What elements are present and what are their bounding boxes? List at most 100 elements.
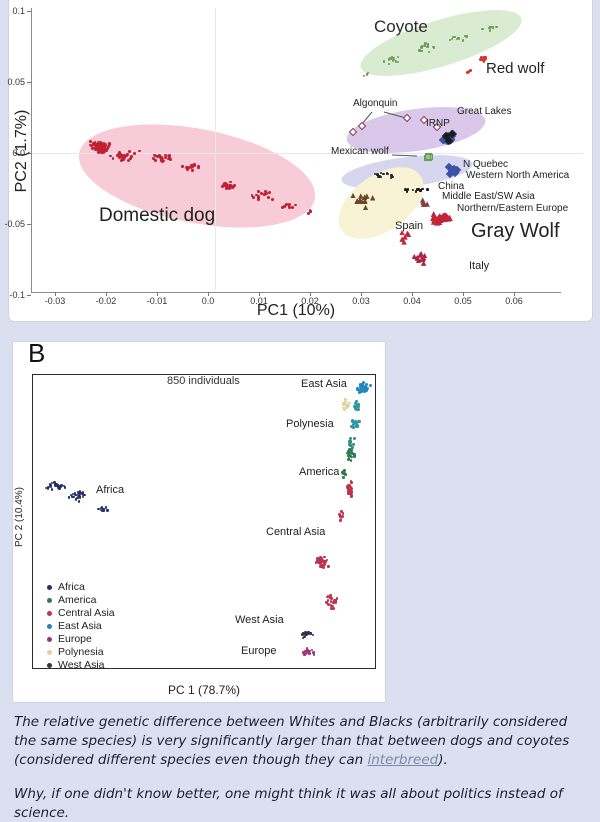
x-tick-label: 0.01: [250, 296, 268, 306]
x-tick: [55, 292, 56, 296]
central-asia-point: [349, 490, 353, 493]
central-asia-point: [318, 560, 321, 564]
africa-point: [78, 492, 82, 495]
x-tick-label: -0.01: [146, 296, 168, 306]
middle-east-sw-asia-point: [358, 193, 364, 199]
domestic-dog-point: [89, 143, 93, 147]
east-asia-point: [355, 422, 359, 426]
legend-label-west-asia: West Asia: [58, 659, 105, 671]
x-tick-label: 0.03: [352, 296, 370, 306]
domestic-dog-point: [122, 154, 126, 157]
west-asia-point: [309, 632, 313, 635]
domestic-dog-point: [189, 166, 193, 170]
domestic-dog-point: [164, 156, 167, 159]
europe-point: [310, 648, 314, 652]
east-asia-point: [357, 402, 361, 406]
irnp-label: IRNP: [426, 118, 450, 129]
central-asia-point: [331, 601, 335, 605]
coyote-point: [424, 42, 427, 45]
coyote-point: [457, 38, 461, 41]
coyote-point: [450, 37, 453, 41]
middle-east-sw-asia-point: [362, 204, 369, 211]
central-asia-point: [347, 487, 351, 491]
caption-text-pre: The relative genetic difference between …: [14, 714, 570, 768]
domestic-dog-point: [226, 184, 230, 188]
east-asia-point: [360, 390, 364, 394]
domestic-dog-point: [129, 157, 133, 161]
x-tick: [361, 292, 362, 296]
western-north-america-point: [390, 174, 393, 177]
east-asia-label: East Asia: [301, 378, 347, 390]
africa-point: [44, 486, 48, 489]
italy-point: [420, 255, 427, 261]
coyote-point: [423, 44, 427, 48]
domestic-dog-point: [230, 186, 234, 190]
domestic-dog-point: [262, 193, 266, 197]
domestic-dog-point: [228, 184, 232, 187]
domestic-dog-point: [306, 212, 310, 215]
middle-east-sw-asia-point: [350, 192, 356, 199]
human-pca-plot-box: [32, 374, 376, 669]
china-point: [426, 188, 429, 191]
red-wolf-label: Red wolf: [486, 60, 545, 77]
america-label: America: [299, 466, 340, 478]
western-north-america-point: [379, 171, 383, 175]
coyote-point: [488, 29, 492, 32]
central-asia-label: Central Asia: [266, 526, 326, 538]
domestic-dog-point: [160, 157, 163, 161]
domestic-dog-point: [94, 148, 98, 152]
west-asia-point: [304, 631, 307, 634]
africa-point: [77, 500, 81, 503]
polynesia-point: [346, 405, 350, 409]
domestic-dog-point: [103, 149, 106, 153]
central-asia-point: [332, 607, 336, 611]
y-tick: [27, 153, 31, 154]
y-tick-label: -0.05: [4, 219, 25, 229]
gray-wolf-point: [441, 211, 449, 219]
west-asia-point: [302, 631, 305, 635]
east-asia-point: [359, 387, 363, 391]
central-asia-point: [320, 558, 324, 562]
y-tick: [27, 224, 31, 225]
northern-eastern-europe-label: Northern/Eastern Europe: [457, 203, 569, 214]
legend-label-africa: Africa: [58, 581, 85, 593]
polynesia-point: [342, 406, 346, 410]
domestic-dog-point: [280, 206, 284, 209]
domestic-dog-point: [308, 209, 312, 213]
middle-east-sw-asia-point: [364, 193, 370, 199]
x-axis-title: PC1 (10%): [256, 302, 336, 319]
east-asia-point: [351, 425, 355, 429]
domestic-dog-point: [96, 142, 100, 145]
domestic-dog-point: [232, 185, 236, 189]
red-wolf-point: [483, 57, 487, 61]
america-point: [345, 451, 349, 455]
central-asia-point: [329, 593, 333, 597]
coyote-point: [397, 60, 400, 64]
europe-label: Europe: [241, 645, 277, 657]
america-point: [348, 449, 352, 453]
western-north-america-point: [373, 172, 377, 176]
middle-east-sw-asia-point: [362, 198, 368, 205]
interbreed-link[interactable]: interbreed: [367, 751, 439, 768]
x-tick-label: -0.03: [44, 296, 66, 306]
east-asia-point: [364, 384, 368, 388]
domestic-dog-point: [123, 155, 126, 159]
central-asia-point: [350, 495, 353, 499]
legend-swatch-central-asia: [47, 611, 52, 616]
coyote-point: [465, 35, 468, 38]
coyote-label: Coyote: [374, 17, 428, 36]
africa-point: [56, 486, 60, 490]
europe-point: [302, 650, 305, 654]
central-asia-point: [349, 486, 353, 490]
central-asia-point: [318, 562, 322, 566]
central-asia-point: [329, 600, 333, 604]
central-asia-point: [330, 596, 334, 600]
domestic-dog-point: [103, 143, 107, 146]
x-tick-label: 0.05: [454, 296, 472, 306]
domestic-dog-point: [161, 159, 165, 163]
legend-label-polynesia: Polynesia: [58, 646, 104, 658]
america-point: [352, 452, 356, 456]
y-tick: [27, 295, 31, 296]
